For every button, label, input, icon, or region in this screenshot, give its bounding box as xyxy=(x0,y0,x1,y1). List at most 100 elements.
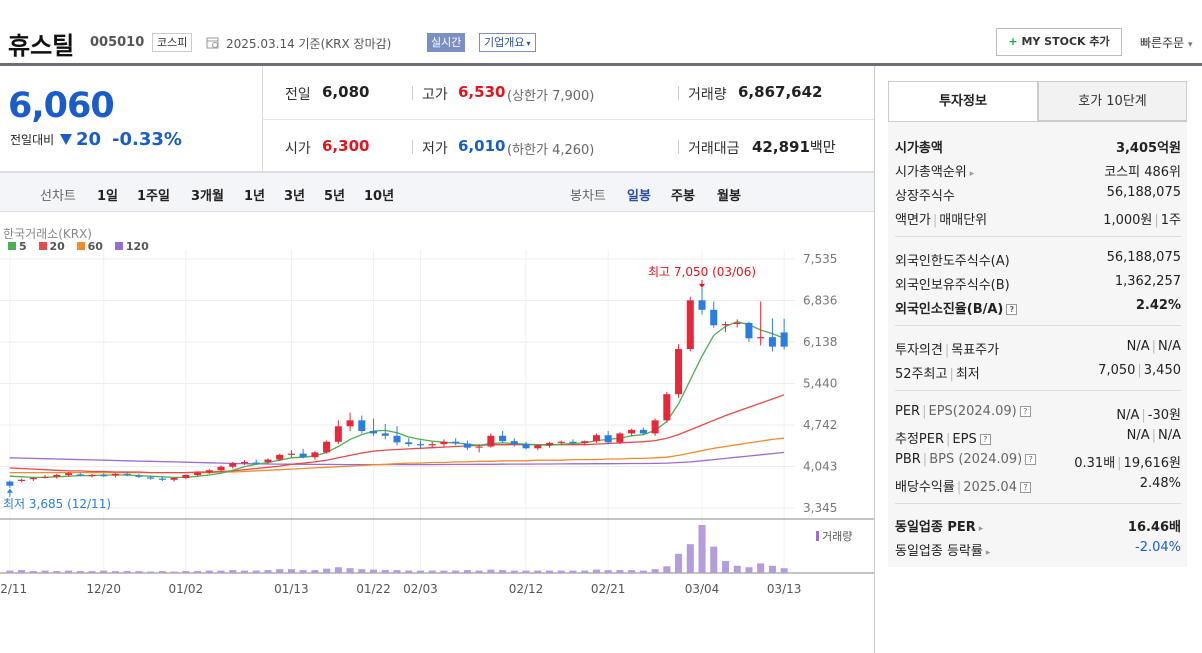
volume-bar xyxy=(41,570,49,573)
tab-10y[interactable]: 10년 xyxy=(364,189,395,204)
ma-legend-item: 60 xyxy=(76,240,103,253)
diff-value: 20 xyxy=(76,129,102,150)
est-per-value-1: N/A xyxy=(1126,428,1150,443)
dividend-label-2: 2025.04 xyxy=(963,480,1017,495)
x-tick-label: 03/04 xyxy=(685,582,720,596)
company-overview-label: 기업개요 xyxy=(484,36,525,49)
volume-bar xyxy=(334,567,342,573)
tab-1w[interactable]: 1주일 xyxy=(137,189,170,204)
quick-order-button[interactable]: 빠른주문 ▾ xyxy=(1140,34,1193,51)
company-overview-button[interactable]: 기업개요 ▾ xyxy=(479,33,536,52)
sector-per-text: 동일업종 PER xyxy=(895,520,976,535)
tab-weekly[interactable]: 주봉 xyxy=(671,189,695,204)
candle-body xyxy=(499,435,507,442)
sector-per-label: 동일업종 PER ▸ xyxy=(895,516,983,535)
ma5-label: 5 xyxy=(19,240,27,253)
est-per-value-2: N/A xyxy=(1158,428,1181,443)
volume-bar xyxy=(428,570,436,573)
ma20-swatch xyxy=(38,242,47,250)
ma120-swatch xyxy=(114,242,123,250)
candle-body xyxy=(76,474,84,476)
candle-body xyxy=(41,476,49,478)
ma-legend-item: 20 xyxy=(38,240,65,253)
tab-quote-10[interactable]: 호가 10단계 xyxy=(1038,81,1187,121)
x-tick-label: 01/02 xyxy=(169,582,204,596)
volume-bar xyxy=(381,570,389,573)
volume-bar xyxy=(675,553,683,573)
market-cap-rank-label: 시가총액순위 ▸ xyxy=(895,161,974,180)
ma20-label: 20 xyxy=(49,240,65,253)
volume-bar xyxy=(487,569,495,573)
help-icon[interactable]: ? xyxy=(1019,406,1031,417)
tab-5y[interactable]: 5년 xyxy=(324,189,346,204)
help-icon[interactable]: ? xyxy=(1006,304,1018,315)
y-tick-label: 3,345 xyxy=(803,501,837,515)
chart-source-label: 한국거래소(KRX) xyxy=(3,227,92,241)
plus-icon: + xyxy=(1008,35,1018,48)
candle-body xyxy=(194,472,202,476)
candle-body xyxy=(721,324,729,326)
shares-value: 56,188,075 xyxy=(1106,185,1181,200)
divider xyxy=(412,140,413,154)
tab-1d[interactable]: 1일 xyxy=(97,189,119,204)
y-tick-label: 4,742 xyxy=(803,418,837,432)
sector-per-row[interactable]: 동일업종 PER ▸ 16.46배 xyxy=(895,516,1181,536)
volume-bar xyxy=(358,569,366,573)
volume-bar xyxy=(6,570,14,573)
volume-bar xyxy=(76,571,84,573)
dividend-label-1: 배당수익률 xyxy=(895,480,955,495)
volume-bar xyxy=(252,570,260,573)
pbr-label: PBR | BPS (2024.09)? xyxy=(895,452,1037,467)
lower-limit-text: (하한가 4,260) xyxy=(507,143,595,158)
per-label-2: EPS(2024.09) xyxy=(928,404,1017,419)
par-value-2: 1주 xyxy=(1160,213,1181,228)
price-chart[interactable]: 7,535 6,836 6,138 5,440 4,742 4,043 3,345 12/11… xyxy=(0,212,874,653)
sector-change-row[interactable]: 동일업종 등락률 ▸ -2.04% xyxy=(895,540,1181,560)
ma120-label: 120 xyxy=(125,240,149,253)
est-per-row: 추정PER | EPS? N/A | N/A xyxy=(895,428,1181,448)
down-triangle-icon xyxy=(60,134,72,145)
candle-body xyxy=(522,444,530,449)
volume-bar xyxy=(299,570,307,573)
tab-daily[interactable]: 일봉 xyxy=(627,189,651,204)
tab-monthly[interactable]: 월봉 xyxy=(717,189,741,204)
volume-bar xyxy=(264,570,272,573)
opinion-label: 투자의견 | 목표주가 xyxy=(895,343,1000,358)
help-icon[interactable]: ? xyxy=(979,434,991,445)
market-cap-rank-row[interactable]: 시가총액순위 ▸ 코스피 486위 xyxy=(895,161,1181,181)
candle-body xyxy=(581,441,589,443)
volume-bar xyxy=(569,570,577,573)
add-my-stock-button[interactable]: + MY STOCK 추가 xyxy=(996,28,1122,56)
company-name: 휴스틸 xyxy=(8,32,75,60)
help-icon[interactable]: ? xyxy=(1025,454,1037,465)
open-label: 시가 xyxy=(285,141,311,157)
tab-invest-info[interactable]: 투자정보 xyxy=(888,81,1038,121)
volume-bar xyxy=(698,525,706,573)
volume-bar xyxy=(440,570,448,573)
live-badge[interactable]: 실시간 xyxy=(427,33,466,52)
y-tick-label: 5,440 xyxy=(803,377,837,391)
tab-3m[interactable]: 3개월 xyxy=(191,189,224,204)
dividend-value: 2.48% xyxy=(1139,476,1181,491)
candle-body xyxy=(100,475,108,477)
quick-order-label: 빠른주문 xyxy=(1140,36,1185,50)
est-per-value: N/A | N/A xyxy=(1126,428,1181,443)
tab-3y[interactable]: 3년 xyxy=(284,189,306,204)
ma60-label: 60 xyxy=(87,240,103,253)
volume-bar xyxy=(65,570,73,573)
panel-divider xyxy=(874,66,875,653)
per-value-2: -30원 xyxy=(1147,408,1181,423)
volume-bar xyxy=(616,570,624,573)
candle-body xyxy=(29,477,37,480)
candle-body xyxy=(287,453,295,455)
stock-code: 005010 xyxy=(90,35,145,50)
volume-label: 거래량 xyxy=(822,530,852,543)
market-cap-rank-value: 코스피 486위 xyxy=(1104,165,1181,180)
help-icon[interactable]: ? xyxy=(1019,482,1031,493)
volume-bar xyxy=(158,571,166,573)
candle-body xyxy=(6,481,14,486)
pbr-label-1: PBR xyxy=(895,452,921,467)
tab-1y[interactable]: 1년 xyxy=(244,189,266,204)
volume-bar xyxy=(733,565,741,573)
volume-bar xyxy=(510,570,518,573)
